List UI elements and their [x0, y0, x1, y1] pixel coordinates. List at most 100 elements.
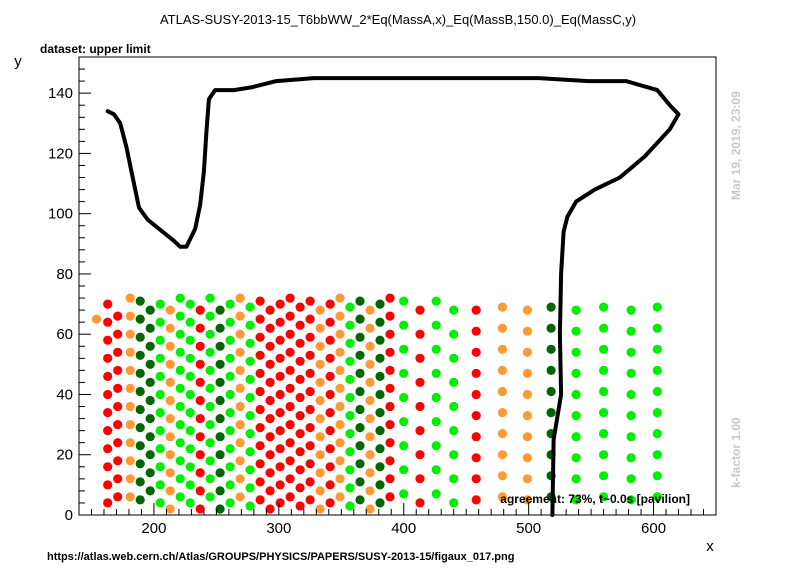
data-point-red — [113, 420, 123, 430]
data-point-green — [175, 383, 185, 393]
data-point-red — [265, 432, 275, 442]
data-point-green — [205, 456, 215, 466]
data-point-dark_green — [375, 498, 385, 508]
data-point-green — [225, 498, 235, 508]
data-point-green — [245, 320, 255, 330]
data-point-green — [449, 498, 459, 508]
data-point-dark_green — [145, 305, 155, 315]
data-point-dark_green — [145, 377, 155, 387]
data-point-green — [431, 441, 441, 451]
data-point-red — [325, 353, 335, 363]
x-tick-label: 400 — [391, 520, 416, 537]
data-point-dark_green — [375, 444, 385, 454]
y-tick-label: 20 — [56, 447, 73, 464]
data-point-green — [626, 495, 636, 505]
data-point-red — [385, 347, 395, 357]
data-point-green — [185, 299, 195, 309]
data-point-green — [431, 368, 441, 378]
data-point-green — [175, 438, 185, 448]
data-point-red — [103, 389, 113, 400]
data-point-red — [113, 365, 123, 375]
data-point-orange — [335, 383, 345, 393]
data-point-orange — [125, 293, 135, 303]
data-point-orange — [165, 395, 175, 406]
data-point-orange — [315, 414, 325, 424]
data-point-red — [255, 441, 265, 451]
data-point-green — [345, 392, 355, 403]
data-point-orange — [165, 414, 175, 424]
data-point-red — [265, 305, 275, 315]
data-point-orange — [235, 438, 245, 448]
data-point-dark_green — [135, 314, 145, 324]
data-point-orange — [365, 414, 375, 424]
data-point-red — [305, 404, 315, 415]
data-point-red — [305, 477, 315, 487]
data-point-green — [175, 456, 185, 466]
data-point-green — [345, 483, 355, 493]
data-point-dark_green — [355, 350, 365, 360]
data-point-red — [195, 359, 205, 369]
data-point-orange — [497, 492, 507, 502]
data-point-dark_green — [145, 341, 155, 351]
data-point-red — [255, 332, 265, 342]
data-point-red — [285, 329, 295, 339]
data-point-green — [599, 471, 609, 481]
data-point-green — [399, 296, 409, 306]
data-point-red — [265, 395, 275, 406]
contour-layer — [105, 76, 681, 517]
data-point-red — [103, 317, 113, 327]
data-point-green — [185, 335, 195, 345]
data-point-dark_green — [135, 423, 145, 433]
data-point-green — [185, 371, 195, 381]
data-point-orange — [315, 305, 325, 315]
data-point-red — [265, 486, 275, 496]
data-point-dark_green — [135, 495, 145, 505]
data-point-orange — [365, 504, 375, 514]
data-point-green — [652, 492, 662, 502]
data-point-red — [295, 483, 305, 493]
data-point-orange — [125, 420, 135, 430]
data-point-red — [113, 329, 123, 339]
data-point-red — [113, 438, 123, 448]
data-point-orange — [125, 438, 135, 448]
data-point-green — [185, 462, 195, 472]
data-point-red — [255, 314, 265, 324]
data-point-dark_green — [355, 332, 365, 342]
data-point-orange — [235, 329, 245, 339]
data-point-green — [225, 299, 235, 309]
data-point-red — [385, 311, 395, 321]
data-point-green — [245, 356, 255, 366]
data-point-red — [325, 299, 335, 309]
data-point-orange — [235, 401, 245, 412]
data-point-red — [255, 404, 265, 415]
data-point-green — [205, 492, 215, 502]
data-point-green — [449, 305, 459, 315]
data-point-red — [275, 317, 285, 327]
data-point-orange — [335, 456, 345, 466]
data-point-orange — [335, 420, 345, 430]
data-point-dark_green — [135, 296, 145, 306]
data-point-red — [255, 368, 265, 378]
data-point-green — [245, 501, 255, 511]
data-point-dark_green — [375, 462, 385, 472]
data-point-red — [415, 474, 425, 484]
data-point-orange — [497, 386, 507, 397]
data-point-orange — [315, 432, 325, 442]
data-point-green — [652, 344, 662, 354]
data-point-red — [285, 456, 295, 466]
data-point-red — [295, 320, 305, 330]
data-point-dark_green — [145, 323, 155, 333]
data-point-orange — [522, 453, 533, 463]
data-point-green — [599, 492, 609, 502]
data-point-red — [103, 462, 113, 472]
x-tick-label: 600 — [641, 520, 666, 537]
data-point-green — [205, 401, 215, 412]
data-point-red — [285, 401, 295, 412]
data-point-green — [175, 401, 185, 412]
data-point-green — [205, 311, 215, 321]
data-point-red — [385, 474, 395, 484]
data-point-green — [175, 329, 185, 339]
data-point-green — [431, 417, 441, 427]
data-point-dark_green — [375, 353, 385, 363]
data-point-red — [265, 341, 275, 351]
